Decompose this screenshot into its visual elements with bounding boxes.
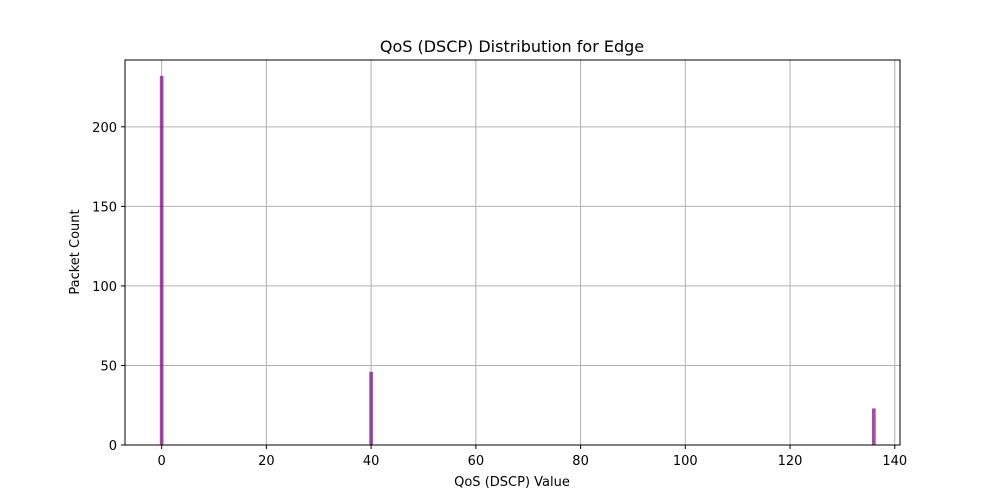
- x-axis-label: QoS (DSCP) Value: [454, 475, 570, 490]
- grid: [125, 60, 900, 446]
- x-tick-label: 60: [468, 454, 485, 469]
- y-tick-label: 100: [92, 280, 117, 295]
- bars: [159, 75, 876, 445]
- x-tick-label: 20: [258, 454, 275, 469]
- x-tick-label: 120: [778, 454, 803, 469]
- y-tick-label: 0: [109, 439, 117, 454]
- x-axis-ticks: 0 20 40 60 80 100 120 140: [158, 445, 907, 469]
- y-tick-label: 150: [92, 200, 117, 215]
- y-axis-ticks: 0 50 100 150 200: [92, 121, 125, 454]
- x-tick-label: 100: [673, 454, 698, 469]
- x-tick-label: 80: [572, 454, 589, 469]
- y-tick-label: 200: [92, 121, 117, 136]
- x-tick-label: 140: [882, 454, 907, 469]
- x-tick-label: 40: [363, 454, 380, 469]
- chart-title: QoS (DSCP) Distribution for Edge: [380, 37, 644, 56]
- y-tick-label: 50: [100, 359, 117, 374]
- x-tick-label: 0: [158, 454, 166, 469]
- plot-area-frame: [124, 59, 901, 446]
- bar: [871, 408, 876, 445]
- bar: [159, 75, 164, 445]
- bar: [369, 371, 373, 445]
- y-axis-label: Packet Count: [68, 209, 83, 294]
